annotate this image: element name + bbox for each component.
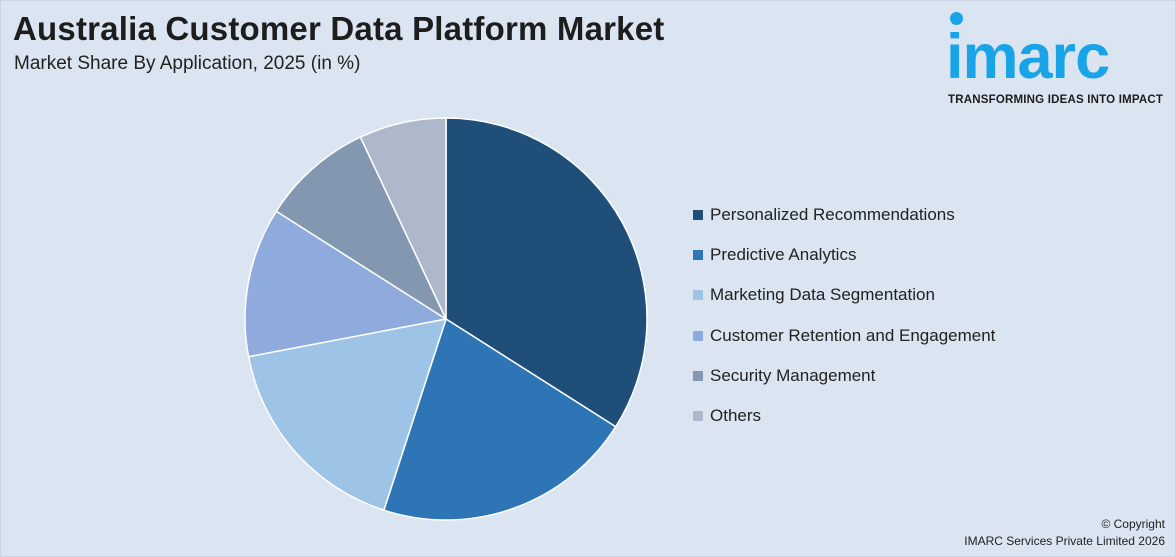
legend-item: Others	[693, 405, 995, 445]
legend-swatch	[693, 330, 703, 341]
legend-item: Personalized Recommendations	[693, 204, 995, 244]
pie-chart	[244, 117, 648, 521]
legend-swatch	[693, 290, 703, 301]
legend-item: Marketing Data Segmentation	[693, 284, 995, 324]
legend-swatch	[693, 370, 703, 381]
pie-slice-others	[359, 117, 447, 320]
pie-slice-personalized-recommendations	[445, 117, 648, 428]
pie-slice-predictive-analytics	[383, 318, 617, 521]
chart-subtitle: Market Share By Application, 2025 (in %)	[14, 53, 361, 74]
legend-label: Predictive Analytics	[710, 245, 857, 265]
copyright-notice: © Copyright IMARC Services Private Limit…	[964, 516, 1165, 550]
logo-wordmark: imarc	[946, 22, 1110, 92]
legend-label: Marketing Data Segmentation	[710, 285, 935, 305]
logo-tagline: TRANSFORMING IDEAS INTO IMPACT	[948, 94, 1164, 106]
copyright-line-2: IMARC Services Private Limited 2026	[964, 534, 1165, 548]
pie-slice-marketing-data-segmentation	[247, 318, 447, 511]
legend-item: Security Management	[693, 365, 995, 405]
chart-legend: Personalized Recommendations Predictive A…	[693, 204, 995, 445]
legend-swatch	[693, 210, 703, 220]
legend-item: Customer Retention and Engagement	[693, 325, 995, 365]
legend-item: Predictive Analytics	[693, 244, 995, 284]
legend-swatch	[693, 410, 703, 421]
logo-dot-icon	[950, 12, 963, 25]
imarc-logo: imarc TRANSFORMING IDEAS INTO IMPACT	[946, 12, 1170, 108]
pie-slice-customer-retention-and-engagement	[244, 210, 447, 358]
pie-slice-security-management	[275, 136, 447, 320]
copyright-line-1: © Copyright	[1101, 517, 1165, 531]
legend-label: Others	[710, 405, 762, 425]
legend-swatch	[693, 250, 703, 261]
legend-label: Personalized Recommendations	[710, 205, 955, 224]
chart-title: Australia Customer Data Platform Market	[13, 10, 665, 47]
legend-label: Customer Retention and Engagement	[710, 325, 996, 345]
legend-label: Security Management	[710, 365, 876, 385]
